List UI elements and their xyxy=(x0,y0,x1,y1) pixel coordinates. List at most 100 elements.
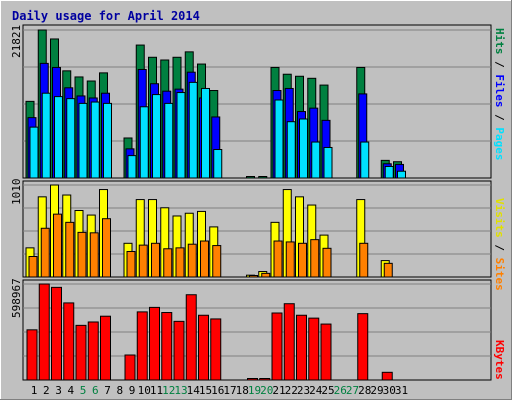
middle-bar-sites-day-7 xyxy=(102,218,111,278)
top-bar-pages-day-23 xyxy=(299,118,308,179)
x-axis-day-labels: 1 2 3 4 5 6 7 8 9 10 11 12 13 14 15 16 17 18 19 20 21 22 23 24 2… xyxy=(31,384,408,397)
middle-bar-sites-day-14 xyxy=(187,243,197,278)
top-bar-pages-day-24 xyxy=(311,141,321,179)
bottom-bar-kbytes-day-4 xyxy=(63,302,75,381)
day-label-1: 1 xyxy=(31,384,38,397)
bottom-bar-kbytes-day-25 xyxy=(320,323,332,381)
top-panel-legend: Hits / Files / Pages xyxy=(493,28,506,161)
middle-bar-sites-day-11 xyxy=(151,242,160,278)
day-label-25: 25 xyxy=(321,384,334,397)
middle-bar-sites-day-24 xyxy=(310,239,320,278)
bottom-bar-kbytes-day-24 xyxy=(308,317,320,381)
bottom-bar-kbytes-day-6 xyxy=(87,321,99,381)
top-bar-pages-day-15 xyxy=(201,87,210,179)
day-label-15: 15 xyxy=(199,384,212,397)
day-label-4: 4 xyxy=(67,384,74,397)
day-label-26: 26 xyxy=(334,384,347,397)
legend-entry: Files xyxy=(493,68,506,108)
bottom-bar-kbytes-day-23 xyxy=(296,314,307,381)
bottom-bar-kbytes-day-5 xyxy=(75,324,87,381)
bottom-bar-kbytes-day-13 xyxy=(173,320,185,381)
middle-bar-sites-day-19 xyxy=(249,275,258,278)
day-label-16: 16 xyxy=(211,384,224,397)
day-label-18: 18 xyxy=(236,384,249,397)
day-label-21: 21 xyxy=(272,384,285,397)
day-label-8: 8 xyxy=(116,384,123,397)
middle-bar-sites-day-16 xyxy=(212,245,222,278)
top-bar-pages-day-1 xyxy=(29,126,39,179)
day-label-14: 14 xyxy=(187,384,201,397)
middle-bar-sites-day-25 xyxy=(322,247,332,278)
middle-bar-sites-day-13 xyxy=(175,247,185,278)
legend-entry: / xyxy=(493,238,506,252)
legend-entry: Hits xyxy=(493,28,506,55)
day-label-28: 28 xyxy=(358,384,371,397)
top-bar-pages-day-31 xyxy=(397,170,406,179)
day-label-24: 24 xyxy=(309,384,323,397)
bottom-bar-kbytes-day-21 xyxy=(271,312,283,381)
day-label-7: 7 xyxy=(104,384,111,397)
bottom-bar-kbytes-day-16 xyxy=(210,318,222,381)
middle-panel-legend: Visits / Sites xyxy=(493,198,506,291)
legend-entry: / xyxy=(493,55,506,69)
middle-bar-sites-day-10 xyxy=(138,244,148,278)
bottom-bar-kbytes-day-9 xyxy=(124,354,136,381)
middle-bar-sites-day-2 xyxy=(40,227,50,278)
middle-panel-max-label: 1010 xyxy=(10,179,23,206)
bottom-bar-kbytes-day-20 xyxy=(259,378,271,381)
day-label-12: 12 xyxy=(162,384,175,397)
bottom-bar-kbytes-day-7 xyxy=(100,315,111,381)
top-bar-pages-day-28 xyxy=(360,141,370,179)
bottom-bar-kbytes-day-12 xyxy=(161,312,173,381)
day-label-23: 23 xyxy=(297,384,310,397)
legend-entry: / xyxy=(493,108,506,122)
day-label-9: 9 xyxy=(129,384,136,397)
legend-entry: KBytes xyxy=(493,340,506,380)
day-label-29: 29 xyxy=(370,384,383,397)
legend-entry: Pages xyxy=(493,121,506,161)
day-label-10: 10 xyxy=(138,384,151,397)
top-bar-pages-day-12 xyxy=(164,102,174,179)
top-bar-pages-day-22 xyxy=(286,121,296,179)
top-bar-pages-day-16 xyxy=(213,149,223,179)
middle-bar-sites-day-30 xyxy=(383,262,393,278)
middle-bar-sites-day-21 xyxy=(273,240,283,278)
top-bar-pages-day-7 xyxy=(103,102,112,179)
middle-bar-sites-day-9 xyxy=(126,251,136,278)
bottom-bar-kbytes-day-1 xyxy=(26,329,38,381)
middle-bar-sites-day-4 xyxy=(65,221,75,278)
legend-entry: Sites xyxy=(493,251,506,291)
day-label-11: 11 xyxy=(150,384,163,397)
day-label-20: 20 xyxy=(260,384,273,397)
top-bar-pages-day-6 xyxy=(90,101,100,179)
bottom-bar-kbytes-day-14 xyxy=(185,294,197,381)
top-bar-pages-day-2 xyxy=(41,92,51,179)
day-label-19: 19 xyxy=(248,384,261,397)
legend-entry: Visits xyxy=(493,198,506,238)
bottom-panel-max-label: 598967 xyxy=(10,278,23,318)
middle-bar-sites-day-5 xyxy=(77,231,87,278)
top-bar-pages-day-3 xyxy=(54,96,63,179)
top-bar-hits-day-19 xyxy=(246,176,255,179)
bottom-bar-kbytes-day-3 xyxy=(51,286,62,381)
top-bar-pages-day-11 xyxy=(152,94,161,179)
day-label-5: 5 xyxy=(80,384,87,397)
top-bar-pages-day-14 xyxy=(188,81,198,179)
bottom-bar-kbytes-day-22 xyxy=(283,303,295,381)
top-panel-max-label: 21821 xyxy=(10,25,23,58)
middle-bar-sites-day-23 xyxy=(298,242,307,278)
bottom-bar-kbytes-day-2 xyxy=(38,283,50,381)
top-bar-pages-day-21 xyxy=(274,99,284,179)
day-label-17: 17 xyxy=(223,384,236,397)
middle-bar-sites-day-1 xyxy=(28,256,38,278)
middle-bar-sites-day-28 xyxy=(359,242,369,278)
bottom-bar-kbytes-day-11 xyxy=(149,306,160,381)
day-label-30: 30 xyxy=(383,384,396,397)
top-bar-pages-day-13 xyxy=(176,92,186,179)
top-bar-pages-day-30 xyxy=(384,165,394,179)
day-label-2: 2 xyxy=(43,384,50,397)
top-bar-hits-day-20 xyxy=(258,176,268,179)
bottom-bar-kbytes-day-10 xyxy=(136,311,148,381)
middle-bar-sites-day-20 xyxy=(261,272,271,278)
